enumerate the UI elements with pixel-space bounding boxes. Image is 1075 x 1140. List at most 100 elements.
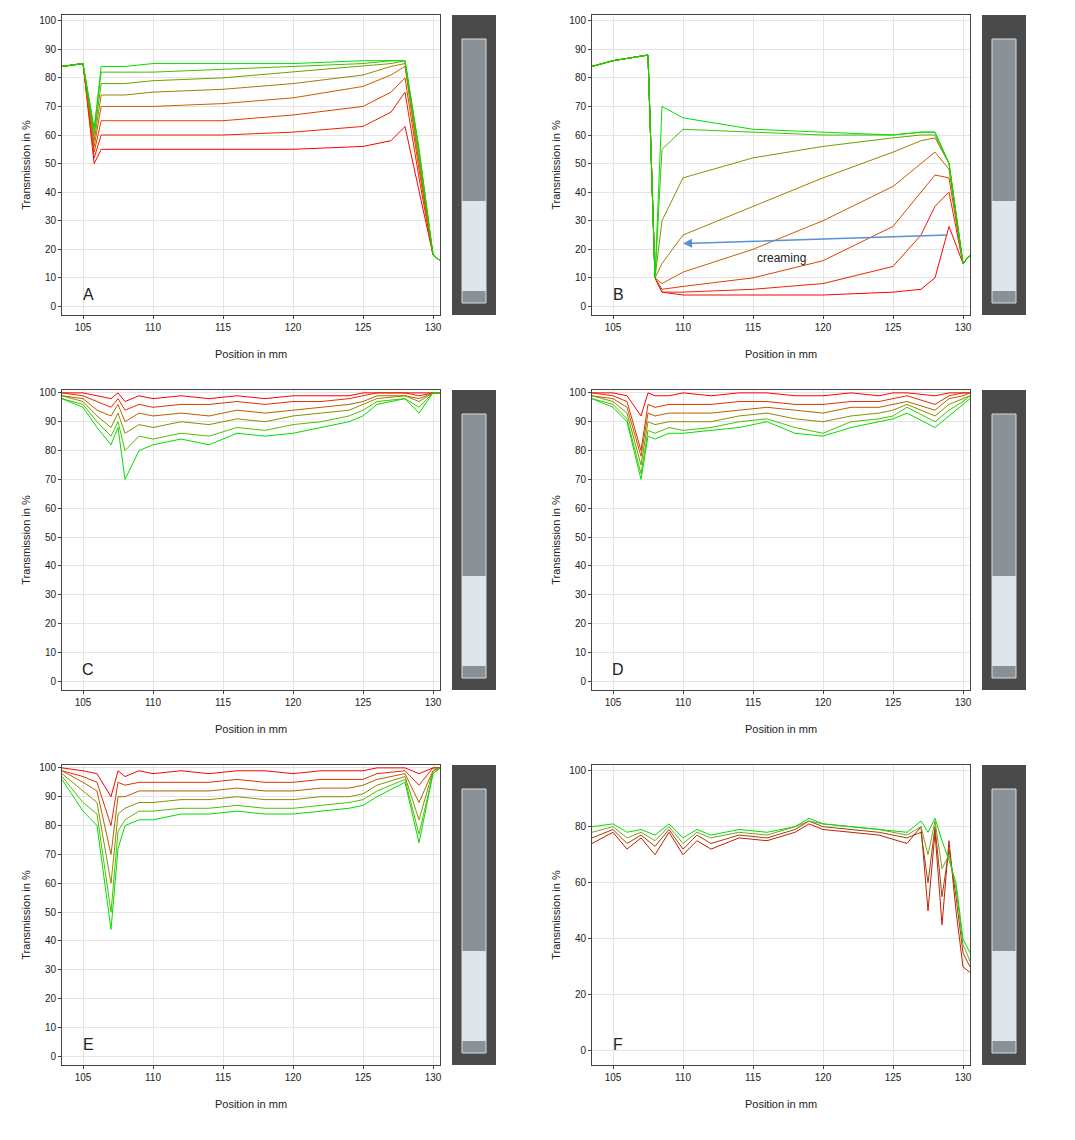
svg-text:Transmission in %: Transmission in % <box>550 870 562 960</box>
svg-text:100: 100 <box>569 15 586 26</box>
svg-text:130: 130 <box>425 322 442 333</box>
svg-text:125: 125 <box>355 1072 372 1083</box>
svg-text:40: 40 <box>575 560 587 571</box>
svg-text:70: 70 <box>45 101 57 112</box>
svg-text:130: 130 <box>425 697 442 708</box>
svg-text:120: 120 <box>815 697 832 708</box>
svg-text:40: 40 <box>575 187 587 198</box>
svg-text:60: 60 <box>575 503 587 514</box>
svg-text:E: E <box>83 1036 94 1053</box>
svg-text:130: 130 <box>955 1072 972 1083</box>
svg-text:20: 20 <box>45 618 57 629</box>
svg-text:120: 120 <box>285 1072 302 1083</box>
svg-text:40: 40 <box>45 187 57 198</box>
svg-text:110: 110 <box>145 697 161 708</box>
svg-text:120: 120 <box>285 697 302 708</box>
svg-text:10: 10 <box>45 272 57 283</box>
svg-text:110: 110 <box>675 322 691 333</box>
svg-text:105: 105 <box>75 1072 92 1083</box>
svg-text:100: 100 <box>569 765 586 776</box>
svg-text:Transmission in %: Transmission in % <box>550 495 562 585</box>
svg-text:120: 120 <box>285 322 302 333</box>
svg-text:60: 60 <box>45 878 57 889</box>
svg-text:0: 0 <box>50 301 56 312</box>
svg-text:30: 30 <box>575 589 587 600</box>
svg-text:70: 70 <box>575 474 587 485</box>
svg-text:80: 80 <box>575 72 587 83</box>
svg-text:130: 130 <box>425 1072 442 1083</box>
svg-text:115: 115 <box>215 697 231 708</box>
svg-text:Transmission in %: Transmission in % <box>20 495 32 585</box>
svg-text:80: 80 <box>575 821 587 832</box>
svg-text:105: 105 <box>605 697 622 708</box>
svg-text:90: 90 <box>45 416 57 427</box>
svg-text:130: 130 <box>955 322 972 333</box>
svg-text:105: 105 <box>75 697 92 708</box>
svg-text:F: F <box>613 1036 623 1053</box>
svg-text:125: 125 <box>885 322 902 333</box>
svg-text:B: B <box>613 286 624 303</box>
svg-text:20: 20 <box>575 989 587 1000</box>
svg-text:10: 10 <box>45 647 57 658</box>
svg-text:80: 80 <box>45 72 57 83</box>
svg-text:70: 70 <box>45 474 57 485</box>
svg-text:90: 90 <box>45 44 57 55</box>
svg-text:Position in mm: Position in mm <box>215 348 287 360</box>
svg-text:30: 30 <box>45 964 57 975</box>
svg-text:Transmission in %: Transmission in % <box>550 120 562 210</box>
svg-text:50: 50 <box>45 907 57 918</box>
svg-text:60: 60 <box>575 130 587 141</box>
svg-text:100: 100 <box>569 387 586 398</box>
svg-text:115: 115 <box>745 697 761 708</box>
svg-text:Transmission in %: Transmission in % <box>20 870 32 960</box>
svg-text:20: 20 <box>575 618 587 629</box>
svg-text:20: 20 <box>45 993 57 1004</box>
svg-text:90: 90 <box>45 791 57 802</box>
svg-text:70: 70 <box>575 101 587 112</box>
svg-text:70: 70 <box>45 849 57 860</box>
svg-text:115: 115 <box>215 1072 231 1083</box>
svg-text:120: 120 <box>815 1072 832 1083</box>
svg-text:110: 110 <box>675 697 691 708</box>
svg-text:Transmission in %: Transmission in % <box>20 120 32 210</box>
svg-text:C: C <box>82 661 94 678</box>
svg-text:115: 115 <box>745 1072 761 1083</box>
svg-text:80: 80 <box>45 445 57 456</box>
svg-text:20: 20 <box>575 244 587 255</box>
svg-text:125: 125 <box>885 1072 902 1083</box>
svg-text:125: 125 <box>885 697 902 708</box>
svg-text:Position in mm: Position in mm <box>745 1098 817 1110</box>
svg-text:80: 80 <box>45 820 57 831</box>
svg-text:115: 115 <box>745 322 761 333</box>
svg-text:10: 10 <box>575 272 587 283</box>
svg-text:50: 50 <box>45 532 57 543</box>
svg-text:50: 50 <box>575 532 587 543</box>
svg-text:40: 40 <box>575 933 587 944</box>
svg-text:125: 125 <box>355 697 372 708</box>
svg-text:10: 10 <box>45 1022 57 1033</box>
svg-text:110: 110 <box>675 1072 691 1083</box>
svg-text:105: 105 <box>605 1072 622 1083</box>
svg-text:120: 120 <box>815 322 832 333</box>
svg-text:0: 0 <box>580 301 586 312</box>
svg-text:115: 115 <box>215 322 231 333</box>
svg-text:105: 105 <box>75 322 92 333</box>
svg-text:100: 100 <box>39 762 56 773</box>
svg-text:0: 0 <box>50 676 56 687</box>
svg-text:105: 105 <box>605 322 622 333</box>
svg-text:50: 50 <box>45 158 57 169</box>
svg-text:110: 110 <box>145 1072 161 1083</box>
svg-text:50: 50 <box>575 158 587 169</box>
svg-text:30: 30 <box>575 215 587 226</box>
svg-text:60: 60 <box>45 130 57 141</box>
svg-text:0: 0 <box>580 1045 586 1056</box>
svg-text:100: 100 <box>39 15 56 26</box>
svg-text:40: 40 <box>45 935 57 946</box>
svg-text:D: D <box>612 661 624 678</box>
svg-text:130: 130 <box>955 697 972 708</box>
svg-text:90: 90 <box>575 44 587 55</box>
svg-text:10: 10 <box>575 647 587 658</box>
svg-text:30: 30 <box>45 215 57 226</box>
svg-text:0: 0 <box>50 1051 56 1062</box>
svg-text:30: 30 <box>45 589 57 600</box>
